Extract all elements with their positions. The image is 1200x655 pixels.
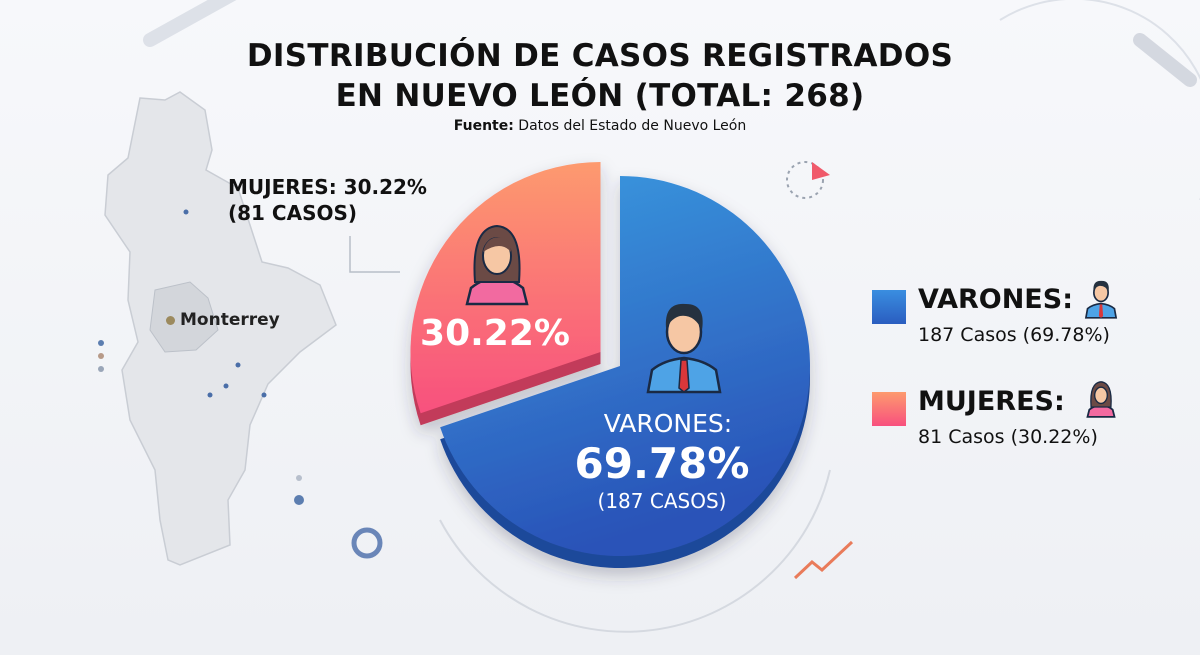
decorative-line bbox=[143, 0, 237, 47]
source-note: Fuente: Datos del Estado de Nuevo León bbox=[0, 118, 1200, 134]
trend-arrow-icon bbox=[793, 540, 854, 580]
legend-swatch bbox=[872, 290, 906, 324]
map-marker bbox=[223, 383, 229, 389]
nuevo-leon-map bbox=[104, 91, 337, 566]
city-name: Monterrey bbox=[180, 310, 280, 330]
callout-line-2: (81 CASOS) bbox=[228, 201, 358, 225]
decorative-dot bbox=[294, 495, 304, 505]
title-line-2: EN NUEVO LEÓN (TOTAL: 268) bbox=[335, 78, 865, 114]
page-title: DISTRIBUCIÓN DE CASOS REGISTRADOS EN NUE… bbox=[0, 36, 1200, 116]
legend-value: 187 Casos (69.78%) bbox=[918, 324, 1110, 346]
woman-icon bbox=[465, 224, 529, 306]
slice-label-percent: 69.78% bbox=[575, 439, 750, 488]
decorative-dot bbox=[98, 366, 104, 372]
timer-icon-accent bbox=[812, 162, 830, 180]
map-marker bbox=[261, 392, 267, 398]
donut-icon bbox=[351, 527, 383, 559]
legend-swatch bbox=[872, 392, 906, 426]
decorative-line bbox=[1133, 33, 1197, 87]
slice-label-cases: (187 CASOS) bbox=[598, 489, 727, 513]
decorative-line bbox=[999, 0, 1200, 200]
pie-slice-varones bbox=[440, 176, 810, 556]
callout-line-1: MUJERES: 30.22% bbox=[228, 175, 427, 199]
slice-label-percent: 30.22% bbox=[420, 313, 570, 354]
callout-connector bbox=[349, 236, 400, 273]
decorative-dot bbox=[296, 475, 302, 481]
pie-chart bbox=[410, 162, 810, 568]
source-text: Datos del Estado de Nuevo León bbox=[518, 118, 747, 134]
man-icon bbox=[646, 303, 722, 394]
timer-icon bbox=[786, 161, 824, 199]
legend-man-icon bbox=[1084, 280, 1118, 319]
legend-value: 81 Casos (30.22%) bbox=[918, 426, 1098, 448]
city-marker-icon bbox=[166, 316, 175, 325]
map-region-monterrey bbox=[149, 281, 219, 353]
title-line-1: DISTRIBUCIÓN DE CASOS REGISTRADOS bbox=[246, 38, 954, 74]
source-label: Fuente: bbox=[453, 118, 514, 134]
map-city-label: Monterrey bbox=[166, 310, 280, 330]
legend-name: VARONES: bbox=[918, 284, 1073, 315]
map-marker bbox=[207, 392, 213, 398]
decorative-dot bbox=[98, 353, 104, 359]
legend-woman-icon bbox=[1086, 381, 1116, 418]
slice-label-name: VARONES: bbox=[604, 409, 732, 438]
map-marker bbox=[235, 362, 241, 368]
map-marker bbox=[183, 209, 189, 215]
mujeres-callout: MUJERES: 30.22% (81 CASOS) bbox=[228, 174, 427, 226]
legend-name: MUJERES: bbox=[918, 386, 1065, 417]
decorative-dot bbox=[98, 340, 104, 346]
pie-orbit-line bbox=[439, 469, 831, 633]
